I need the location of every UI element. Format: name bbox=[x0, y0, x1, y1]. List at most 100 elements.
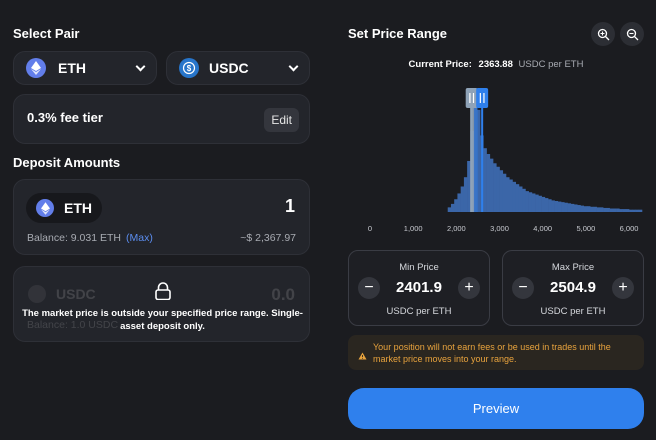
svg-text:$: $ bbox=[187, 64, 192, 73]
warning-text: Your position will not earn fees or be u… bbox=[373, 342, 611, 364]
usdc-icon: $ bbox=[179, 58, 199, 78]
x-tick-label: 0 bbox=[368, 224, 372, 233]
liquidity-bar bbox=[515, 184, 520, 212]
eth-deposit-card: ETH 1 Balance: 9.031 ETH (Max) ~$ 2,367.… bbox=[13, 179, 310, 255]
liquidity-bar bbox=[577, 205, 581, 212]
liquidity-bar bbox=[609, 208, 614, 212]
liquidity-bar bbox=[512, 181, 517, 212]
set-price-range-title: Set Price Range bbox=[348, 26, 447, 41]
liquidity-bars bbox=[447, 96, 643, 212]
liquidity-bar bbox=[467, 160, 471, 212]
liquidity-bar bbox=[499, 170, 504, 212]
liquidity-bar bbox=[447, 207, 452, 212]
chevron-down-icon bbox=[288, 61, 299, 71]
min-price-increment[interactable]: + bbox=[458, 277, 480, 299]
zoom-out-icon bbox=[626, 28, 638, 40]
liquidity-bar bbox=[463, 177, 468, 212]
usdc-icon bbox=[28, 285, 46, 303]
min-price-label: Min Price bbox=[399, 262, 439, 273]
token-b-select[interactable]: $ USDC bbox=[166, 51, 310, 85]
max-price-input[interactable]: 2504.9 bbox=[550, 279, 596, 296]
liquidity-bar bbox=[535, 194, 539, 212]
usdc-amount-input: 0.0 bbox=[271, 285, 295, 304]
min-range-handle[interactable] bbox=[465, 88, 478, 212]
warning-icon bbox=[358, 347, 367, 365]
eth-balance: Balance: 9.031 ETH bbox=[27, 232, 121, 244]
zoom-in-button[interactable] bbox=[591, 22, 615, 46]
liquidity-bar bbox=[557, 201, 562, 212]
token-a-label: ETH bbox=[58, 60, 86, 76]
liquidity-bar bbox=[502, 173, 507, 212]
current-price-value: 2363.88 bbox=[478, 59, 513, 70]
liquidity-bar bbox=[551, 200, 555, 212]
liquidity-bar bbox=[554, 200, 559, 212]
min-price-unit: USDC per ETH bbox=[386, 306, 452, 317]
liquidity-chart[interactable]: 0 1,000 2,000 3,000 4,000 5,000 6,000 bbox=[348, 84, 644, 238]
liquidity-bar bbox=[496, 166, 500, 212]
selected-range-band bbox=[473, 90, 479, 212]
usdc-token-label: USDC bbox=[56, 286, 96, 302]
liquidity-bar bbox=[518, 186, 523, 212]
max-button[interactable]: (Max) bbox=[126, 232, 153, 244]
liquidity-bar bbox=[616, 208, 620, 212]
liquidity-bar bbox=[561, 202, 565, 212]
liquidity-bar bbox=[489, 158, 494, 212]
liquidity-bar bbox=[606, 207, 610, 212]
max-range-handle[interactable] bbox=[476, 88, 489, 212]
min-price-box: Min Price − 2401.9 + USDC per ETH bbox=[348, 250, 490, 326]
eth-usd-value: ~$ 2,367.97 bbox=[240, 232, 296, 244]
liquidity-bar bbox=[531, 193, 536, 212]
lock-icon bbox=[155, 282, 171, 305]
x-tick-label: 2,000 bbox=[447, 224, 466, 233]
liquidity-bar bbox=[473, 96, 478, 212]
range-warning: Your position will not earn fees or be u… bbox=[348, 335, 644, 370]
liquidity-bar bbox=[596, 207, 601, 212]
single-asset-message: The market price is outside your specifi… bbox=[22, 308, 303, 332]
liquidity-bar bbox=[564, 202, 568, 212]
liquidity-bar bbox=[580, 205, 585, 212]
current-price-unit: USDC per ETH bbox=[518, 59, 584, 70]
x-tick-label: 4,000 bbox=[533, 224, 552, 233]
liquidity-bar bbox=[574, 204, 578, 212]
usdc-token-chip: USDC bbox=[28, 285, 96, 303]
min-price-input[interactable]: 2401.9 bbox=[396, 279, 442, 296]
liquidity-bar bbox=[612, 208, 617, 212]
usdc-balance: Balance: 1.0 USDC bbox=[27, 319, 119, 331]
liquidity-bar bbox=[583, 206, 588, 212]
max-price-label: Max Price bbox=[551, 262, 595, 273]
liquidity-bar bbox=[635, 209, 640, 212]
liquidity-bar bbox=[528, 192, 533, 212]
liquidity-bar bbox=[454, 199, 458, 212]
deposit-amounts-title: Deposit Amounts bbox=[13, 155, 121, 170]
liquidity-bar bbox=[599, 207, 604, 212]
liquidity-bar bbox=[548, 199, 552, 212]
range-handles bbox=[465, 88, 489, 212]
liquidity-bar bbox=[544, 198, 549, 212]
min-price-decrement[interactable]: − bbox=[358, 277, 380, 299]
liquidity-bar bbox=[486, 154, 491, 212]
liquidity-bar bbox=[590, 206, 594, 212]
eth-token-chip[interactable]: ETH bbox=[26, 193, 102, 223]
liquidity-bar bbox=[619, 209, 623, 212]
x-tick-label: 1,000 bbox=[404, 224, 423, 233]
liquidity-bar bbox=[460, 186, 465, 212]
liquidity-bar bbox=[586, 206, 591, 212]
eth-icon bbox=[36, 199, 54, 217]
eth-amount-input[interactable]: 1 bbox=[284, 196, 295, 216]
liquidity-bar bbox=[506, 177, 510, 212]
max-price-box: Max Price − 2504.9 + USDC per ETH bbox=[502, 250, 644, 326]
preview-button[interactable]: Preview bbox=[348, 388, 644, 429]
x-tick-label: 5,000 bbox=[576, 224, 595, 233]
current-price-readout: Current Price: 2363.88 USDC per ETH bbox=[348, 59, 644, 70]
edit-fee-button[interactable]: Edit bbox=[264, 108, 299, 132]
max-price-unit: USDC per ETH bbox=[540, 306, 606, 317]
max-price-decrement[interactable]: − bbox=[512, 277, 534, 299]
liquidity-bar bbox=[476, 109, 481, 212]
zoom-out-button[interactable] bbox=[620, 22, 644, 46]
current-price-label: Current Price: bbox=[408, 59, 472, 70]
liquidity-bar bbox=[457, 193, 461, 212]
zoom-in-icon bbox=[597, 28, 609, 40]
token-a-select[interactable]: ETH bbox=[13, 51, 157, 85]
liquidity-bar bbox=[625, 209, 630, 212]
max-price-increment[interactable]: + bbox=[612, 277, 634, 299]
